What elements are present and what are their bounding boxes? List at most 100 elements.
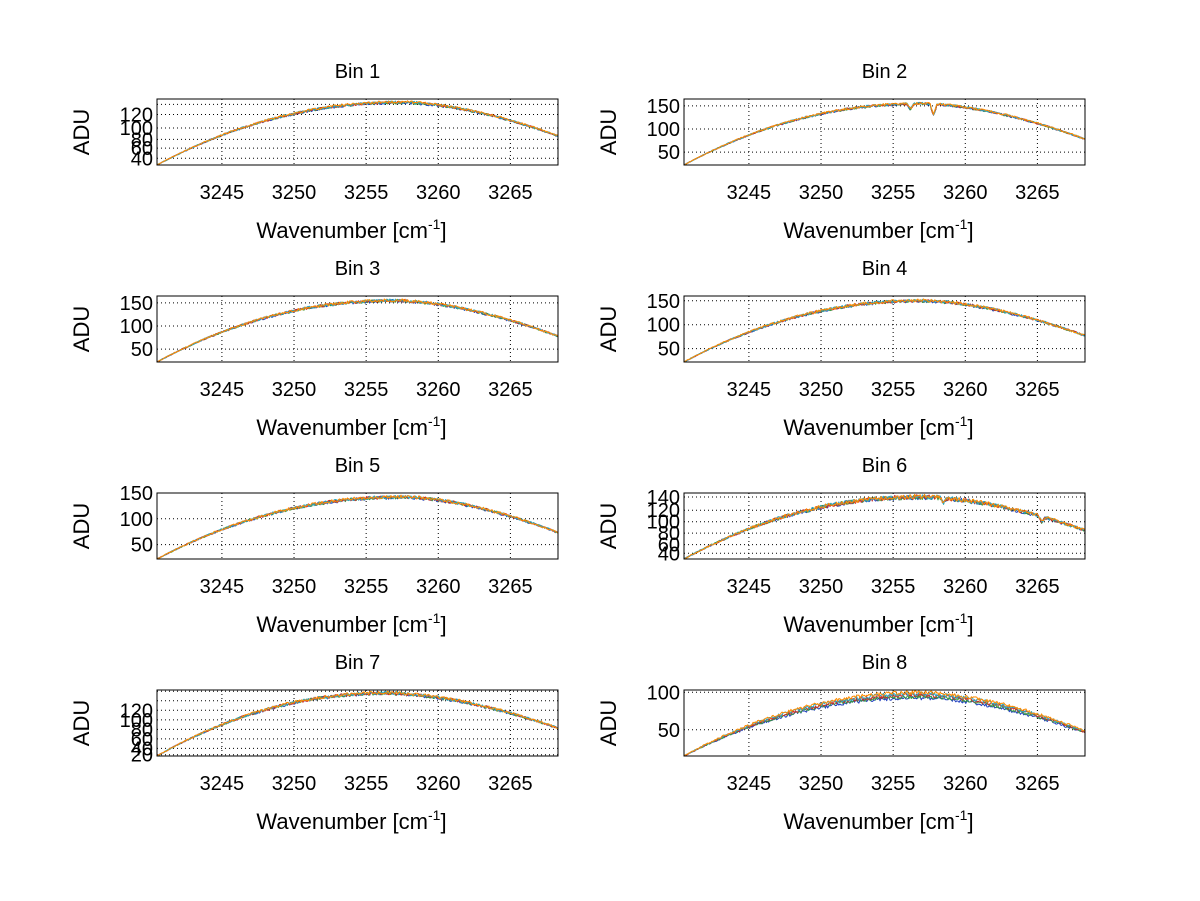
series-line-1: [156, 298, 559, 363]
y-tick-label: 140: [647, 487, 680, 509]
x-axis-label: Wavenumber [cm-1]: [783, 216, 973, 243]
y-tick-label: 50: [658, 720, 680, 742]
axes-frame: [156, 689, 559, 757]
x-tick-label: 3255: [871, 379, 916, 401]
y-tick-label: 60: [131, 729, 153, 751]
x-tick-label: 3245: [200, 773, 245, 795]
series-line-5: [156, 690, 559, 757]
x-tick-label: 3265: [488, 379, 533, 401]
y-tick-label: 80: [658, 523, 680, 545]
x-tick-label: 3255: [344, 182, 389, 204]
x-tick-label: 3255: [871, 773, 916, 795]
x-tick-label: 3255: [344, 379, 389, 401]
series-line-4: [156, 100, 559, 166]
y-axis-label: ADU: [69, 306, 94, 352]
y-tick-label: 60: [131, 138, 153, 160]
x-tick-label: 3250: [799, 576, 844, 598]
x-tick-label: 3245: [200, 182, 245, 204]
y-tick-label: 50: [131, 535, 153, 557]
series-line-4: [156, 298, 559, 363]
axes-frame: [683, 295, 1086, 363]
y-tick-label: 40: [658, 543, 680, 565]
x-tick-label: 3255: [871, 182, 916, 204]
x-tick-label: 3255: [344, 576, 389, 598]
x-tick-label: 3255: [871, 576, 916, 598]
chart-title: Bin 1: [335, 61, 381, 83]
y-tick-label: 120: [120, 104, 153, 126]
y-tick-label: 100: [647, 682, 680, 704]
y-tick-label: 150: [647, 96, 680, 118]
x-tick-label: 3250: [799, 773, 844, 795]
subplot-bin-5: Bin 5 3245 3250 3255 3260 3265 50 100 150 Wavenum…: [69, 455, 559, 637]
y-tick-label: 120: [120, 700, 153, 722]
axes-frame: [156, 98, 559, 166]
x-axis-label: Wavenumber [cm-1]: [256, 610, 446, 637]
series-line-2: [156, 691, 559, 757]
series-line-3: [156, 298, 559, 363]
x-tick-label: 3250: [272, 379, 317, 401]
y-tick-label: 50: [658, 142, 680, 164]
y-tick-label: 100: [120, 316, 153, 338]
y-tick-label: 100: [120, 118, 153, 140]
x-axis-label: Wavenumber [cm-1]: [256, 216, 446, 243]
y-axis-label: ADU: [69, 109, 94, 155]
y-tick-label: 40: [131, 738, 153, 760]
y-tick-label: 100: [647, 512, 680, 534]
x-tick-label: 3260: [416, 379, 461, 401]
x-tick-label: 3260: [943, 773, 988, 795]
chart-title: Bin 7: [335, 652, 381, 674]
series-line-1: [683, 494, 1086, 560]
series-line-4: [156, 494, 559, 560]
axes-frame: [156, 295, 559, 363]
x-tick-label: 3250: [272, 182, 317, 204]
chart-title: Bin 5: [335, 455, 381, 477]
x-tick-label: 3260: [416, 773, 461, 795]
x-tick-label: 3245: [727, 773, 772, 795]
series-line-2: [683, 102, 1085, 166]
x-tick-label: 3245: [727, 576, 772, 598]
x-axis-label: Wavenumber [cm-1]: [783, 807, 973, 834]
x-tick-label: 3265: [488, 576, 533, 598]
x-tick-label: 3265: [1015, 182, 1060, 204]
x-tick-label: 3250: [272, 773, 317, 795]
axes-frame: [683, 689, 1086, 757]
y-tick-label: 50: [131, 339, 153, 361]
y-tick-label: 20: [131, 745, 153, 767]
x-tick-label: 3245: [727, 379, 772, 401]
series-line-3: [683, 299, 1086, 363]
series-line-3: [683, 101, 1086, 166]
chart-title: Bin 8: [862, 652, 908, 674]
y-axis-label: ADU: [69, 503, 94, 549]
y-tick-label: 150: [647, 291, 680, 313]
axes-frame: [156, 492, 559, 560]
y-axis-label: ADU: [596, 306, 621, 352]
x-tick-label: 3265: [1015, 773, 1060, 795]
y-axis-label: ADU: [596, 700, 621, 746]
x-tick-label: 3250: [272, 576, 317, 598]
chart-title: Bin 4: [862, 258, 908, 280]
x-tick-label: 3260: [416, 182, 461, 204]
y-axis-label: ADU: [69, 700, 94, 746]
axes-frame: [683, 98, 1086, 166]
series-line-1: [156, 101, 559, 166]
series-line-5: [683, 690, 1086, 757]
x-tick-label: 3265: [488, 182, 533, 204]
series-line-2: [156, 100, 559, 166]
series-line-4: [683, 298, 1086, 363]
series-line-5: [156, 100, 559, 166]
series-line-5: [156, 494, 559, 560]
axes-frame: [683, 492, 1086, 560]
chart-title: Bin 6: [862, 455, 908, 477]
x-tick-label: 3265: [488, 773, 533, 795]
series-line-4: [683, 494, 1086, 560]
x-axis-label: Wavenumber [cm-1]: [256, 413, 446, 440]
series-line-1: [683, 299, 1086, 363]
series-line-5: [683, 493, 1086, 560]
series-line-2: [683, 694, 1086, 757]
x-tick-label: 3245: [200, 576, 245, 598]
x-tick-label: 3255: [344, 773, 389, 795]
y-tick-label: 40: [131, 148, 153, 170]
